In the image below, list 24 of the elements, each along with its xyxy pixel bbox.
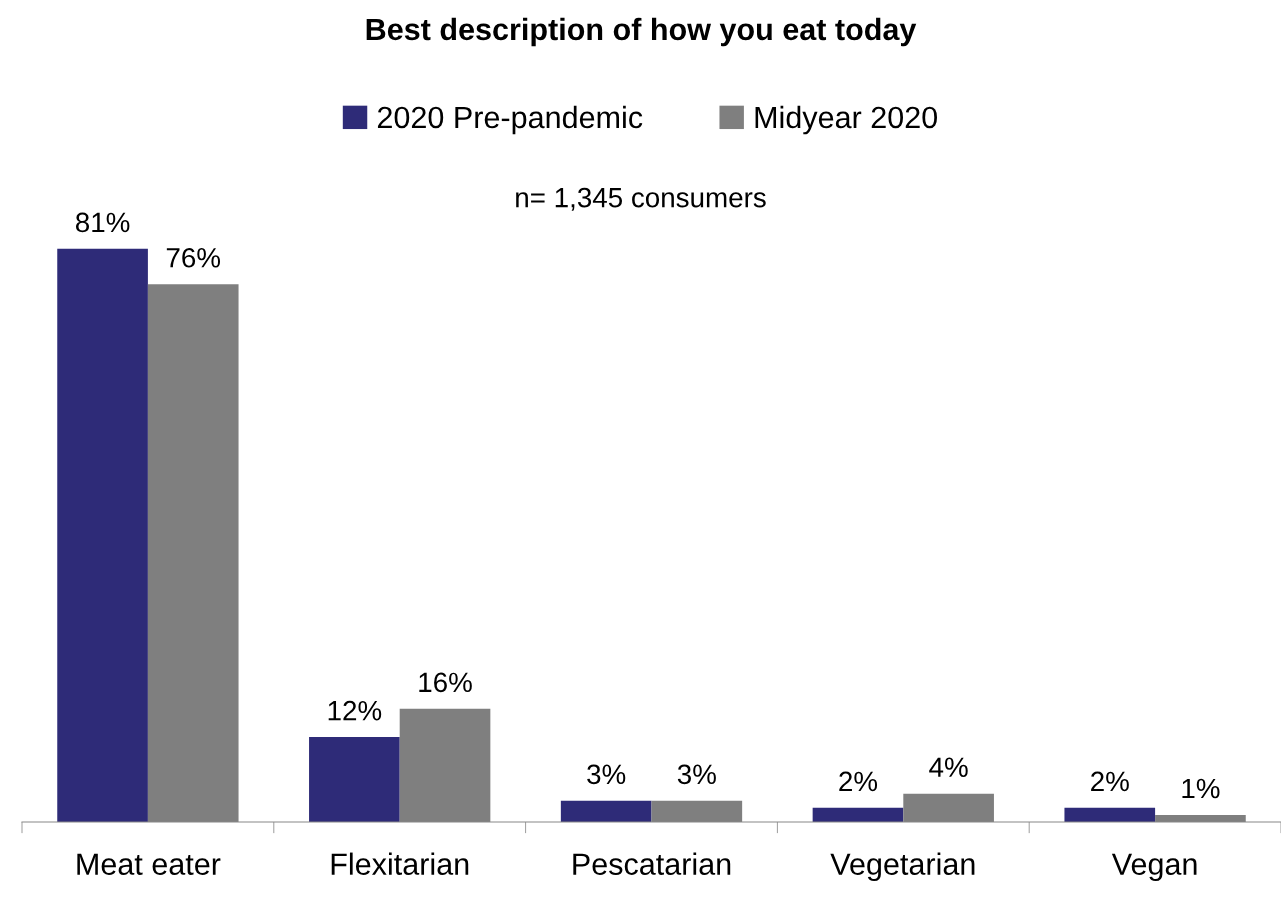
bar bbox=[560, 800, 652, 822]
bar bbox=[812, 807, 904, 822]
data-label: 81% bbox=[75, 212, 130, 233]
chart-title: Best description of how you eat today bbox=[366, 17, 917, 47]
data-label: 76% bbox=[166, 247, 221, 268]
data-label: 2% bbox=[839, 771, 878, 792]
data-label: 3% bbox=[587, 764, 626, 785]
data-label: 1% bbox=[1182, 778, 1220, 799]
x-tick-label: Vegan bbox=[1111, 853, 1197, 882]
x-tick-label: Flexitarian bbox=[331, 852, 469, 875]
data-label: 2% bbox=[1091, 771, 1129, 792]
bar bbox=[309, 737, 400, 822]
x-tick-label: Meat eater bbox=[77, 853, 221, 875]
text: n= 1,345 consumers bbox=[516, 187, 766, 211]
bar bbox=[57, 248, 148, 822]
data-label: 16% bbox=[419, 672, 472, 693]
x-tick-label: Vegetarian bbox=[830, 852, 975, 882]
data-label: 4% bbox=[929, 757, 968, 777]
bar bbox=[1064, 807, 1156, 822]
data-label: 12% bbox=[328, 700, 382, 721]
legend-label: 2020 Pre-pandemic bbox=[377, 105, 643, 135]
data-label: 3% bbox=[677, 764, 716, 785]
x-tick-label: Pescatarian bbox=[573, 852, 731, 875]
legend-label: Midyear 2020 bbox=[755, 105, 938, 135]
